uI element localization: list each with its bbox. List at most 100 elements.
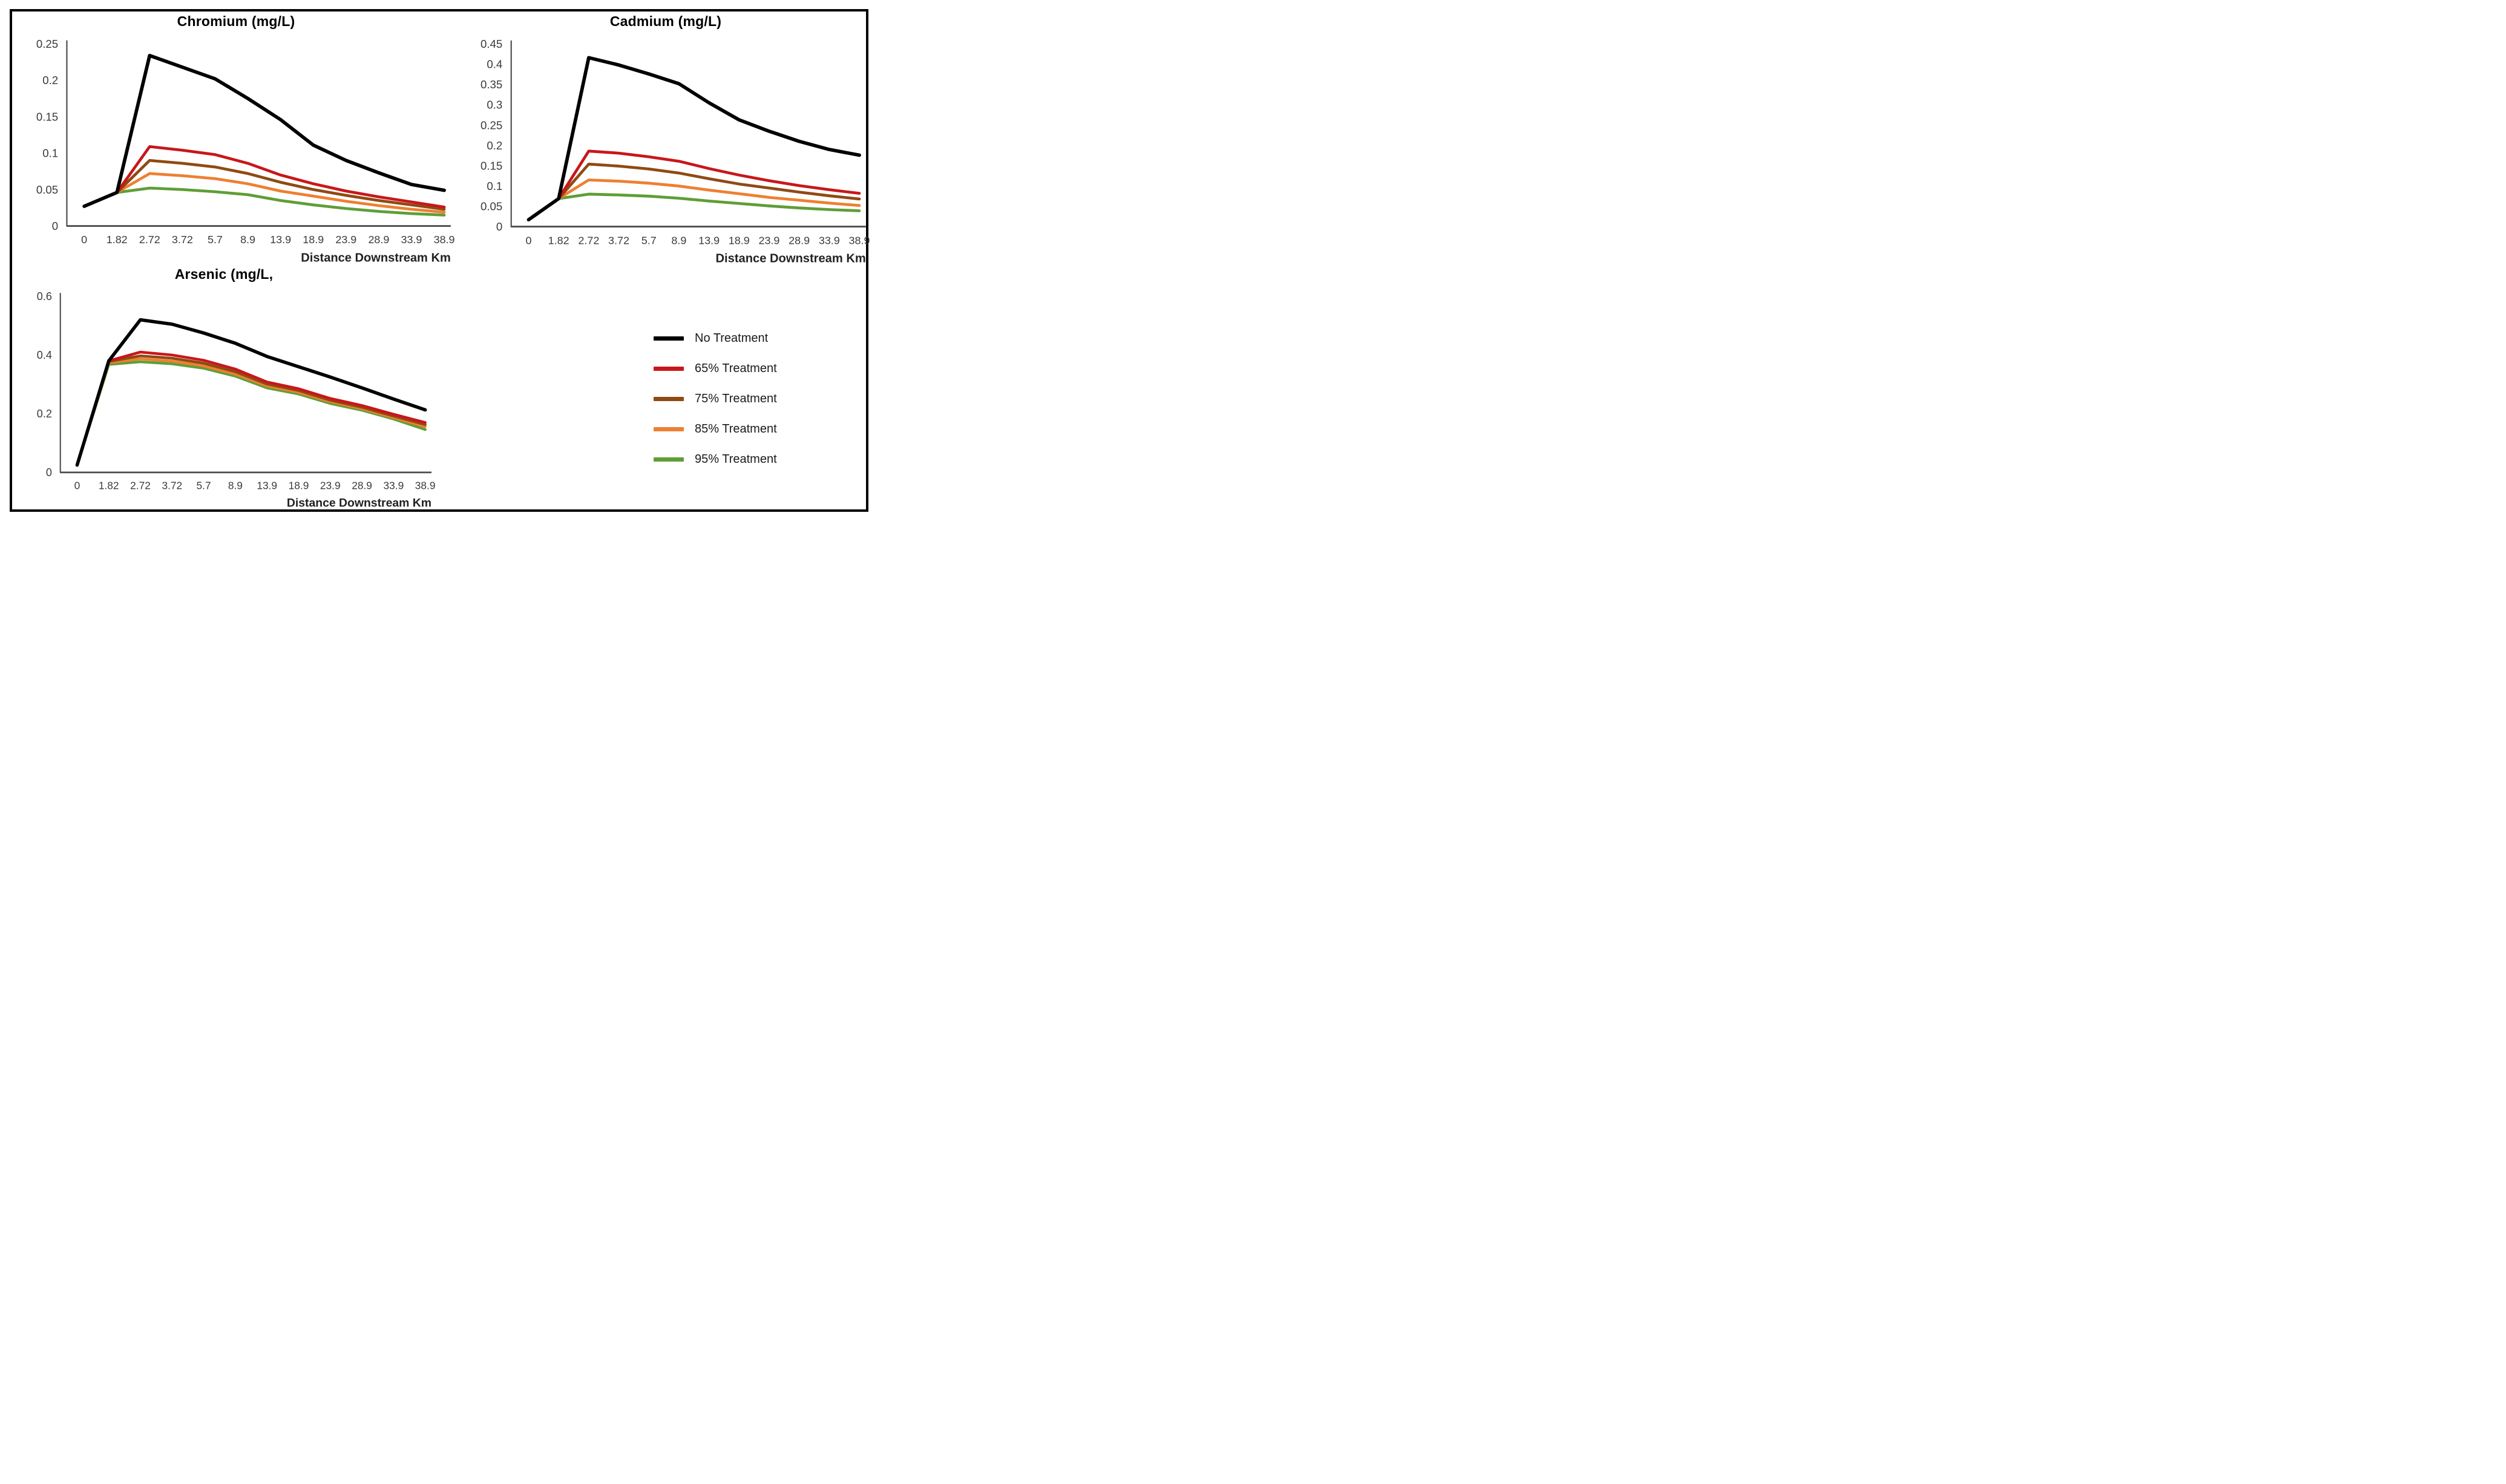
y-tick-label: 0.05 bbox=[481, 200, 502, 213]
x-tick-label: 5.7 bbox=[641, 234, 657, 246]
x-tick-label: 3.72 bbox=[162, 480, 182, 492]
x-tick-label: 0 bbox=[81, 234, 87, 246]
y-tick-label: 0.25 bbox=[36, 38, 58, 50]
series-line-75-treatment bbox=[527, 162, 861, 221]
x-tick-label: 18.9 bbox=[729, 234, 750, 246]
legend-label: 65% Treatment bbox=[695, 362, 777, 375]
legend: No Treatment 65% Treatment 75% Treatment… bbox=[654, 332, 777, 466]
series-line-65-treatment bbox=[527, 149, 861, 221]
y-tick-label: 0.3 bbox=[487, 99, 502, 111]
x-tick-label: 5.7 bbox=[208, 234, 223, 246]
x-tick-label: 23.9 bbox=[320, 480, 341, 492]
y-tick-label: 0 bbox=[496, 220, 502, 233]
series-line-no-treatment bbox=[82, 53, 446, 208]
x-tick-label: 5.7 bbox=[197, 480, 211, 492]
y-tick-label: 0.1 bbox=[487, 180, 502, 192]
arsenic-chart-title: Arsenic (mg/L, bbox=[174, 266, 274, 282]
x-axis-title: Distance Downstream Km bbox=[301, 251, 451, 264]
y-tick-label: 0.35 bbox=[481, 78, 502, 91]
y-tick-label: 0 bbox=[52, 220, 58, 232]
chromium-chart-title: Chromium (mg/L) bbox=[177, 13, 295, 29]
arsenic-chart: Arsenic (mg/L, 0 0.2 0.4 0.6 0 1.82 2.72 3.72 5.… bbox=[12, 266, 436, 510]
x-tick-label: 2.72 bbox=[578, 234, 599, 246]
legend-label: 85% Treatment bbox=[695, 422, 777, 436]
x-tick-label: 1.82 bbox=[548, 234, 569, 246]
figure-canvas: Chromium (mg/L) 0 0.05 0.1 0.15 0.2 0.25 0 1.82… bbox=[0, 0, 877, 519]
series-line-95-treatment bbox=[527, 192, 861, 221]
figure-border-frame bbox=[10, 9, 868, 512]
arsenic-plot: 0 0.2 0.4 0.6 0 1.82 2.72 3.72 5.7 8.9 13.9 18.9 23.… bbox=[37, 290, 436, 510]
x-tick-label: 13.9 bbox=[270, 234, 291, 246]
legend-item-95-treatment: 95% Treatment bbox=[654, 453, 777, 466]
x-tick-label: 1.82 bbox=[107, 234, 128, 246]
x-tick-label: 38.9 bbox=[415, 480, 436, 492]
x-tick-label: 1.82 bbox=[99, 480, 119, 492]
85-treatment-line-swatch bbox=[654, 427, 684, 431]
series-line-85-treatment bbox=[82, 172, 446, 214]
legend-item-85-treatment: 85% Treatment bbox=[654, 422, 777, 436]
y-tick-label: 0.4 bbox=[37, 349, 52, 361]
y-tick-label: 0.45 bbox=[481, 38, 502, 50]
legend-item-75-treatment: 75% Treatment bbox=[654, 392, 777, 406]
x-tick-label: 33.9 bbox=[384, 480, 404, 492]
y-tick-label: 0.05 bbox=[36, 183, 58, 196]
x-tick-label: 0 bbox=[525, 234, 531, 246]
y-tick-label: 0.6 bbox=[37, 290, 52, 302]
y-tick-label: 0.2 bbox=[42, 74, 58, 87]
x-tick-label: 13.9 bbox=[257, 480, 277, 492]
chromium-plot: 0 0.05 0.1 0.15 0.2 0.25 0 1.82 2.72 3.72 5.7 8.9 13… bbox=[36, 38, 455, 264]
series-line-65-treatment bbox=[76, 350, 427, 466]
x-tick-label: 38.9 bbox=[849, 234, 870, 246]
x-tick-label: 18.9 bbox=[303, 234, 324, 246]
x-tick-label: 8.9 bbox=[228, 480, 243, 492]
series-line-85-treatment bbox=[76, 357, 427, 466]
legend-label: 95% Treatment bbox=[695, 453, 777, 466]
series-line-95-treatment bbox=[82, 186, 446, 217]
y-tick-label: 0.2 bbox=[37, 408, 52, 420]
x-tick-label: 33.9 bbox=[819, 234, 840, 246]
series-line-65-treatment bbox=[82, 145, 446, 209]
x-tick-label: 2.72 bbox=[130, 480, 151, 492]
no-treatment-line-swatch bbox=[654, 336, 684, 341]
series-line-no-treatment bbox=[75, 318, 427, 467]
x-tick-label: 2.72 bbox=[139, 234, 160, 246]
y-tick-label: 0.15 bbox=[36, 110, 58, 123]
x-tick-label: 38.9 bbox=[434, 234, 455, 246]
y-tick-label: 0.1 bbox=[42, 147, 58, 160]
legend-label: No Treatment bbox=[695, 332, 769, 345]
x-tick-label: 8.9 bbox=[240, 234, 255, 246]
x-tick-label: 3.72 bbox=[608, 234, 629, 246]
series-line-95-treatment bbox=[76, 360, 427, 466]
x-axis-title: Distance Downstream Km bbox=[716, 252, 866, 266]
x-tick-label: 0 bbox=[74, 480, 80, 492]
x-tick-label: 3.72 bbox=[172, 234, 193, 246]
95-treatment-line-swatch bbox=[654, 457, 684, 462]
y-tick-label: 0.2 bbox=[487, 139, 502, 152]
series-line-85-treatment bbox=[527, 178, 861, 221]
y-tick-label: 0 bbox=[46, 466, 52, 479]
series-line-75-treatment bbox=[76, 355, 427, 466]
y-tick-label: 0.4 bbox=[487, 58, 502, 71]
chromium-chart: Chromium (mg/L) 0 0.05 0.1 0.15 0.2 0.25 0 1.82… bbox=[17, 13, 455, 265]
65-treatment-line-swatch bbox=[654, 367, 684, 371]
x-axis-title: Distance Downstream Km bbox=[287, 497, 431, 510]
y-tick-label: 0.15 bbox=[481, 159, 502, 172]
x-tick-label: 28.9 bbox=[352, 480, 372, 492]
x-tick-label: 18.9 bbox=[289, 480, 309, 492]
cadmium-chart: Cadmium (mg/L) 0 0.05 0.1 0.15 0.2 0.25 0.3 0.3… bbox=[461, 13, 870, 266]
cadmium-chart-title: Cadmium (mg/L) bbox=[609, 13, 722, 29]
series-line-75-treatment bbox=[82, 159, 446, 211]
x-tick-label: 8.9 bbox=[671, 234, 686, 246]
x-tick-label: 13.9 bbox=[698, 234, 720, 246]
series-line-no-treatment bbox=[526, 56, 861, 222]
x-tick-label: 23.9 bbox=[758, 234, 779, 246]
x-tick-label: 28.9 bbox=[789, 234, 810, 246]
legend-label: 75% Treatment bbox=[695, 392, 777, 405]
x-tick-label: 23.9 bbox=[335, 234, 356, 246]
x-tick-label: 28.9 bbox=[368, 234, 389, 246]
75-treatment-line-swatch bbox=[654, 397, 684, 401]
legend-item-65-treatment: 65% Treatment bbox=[654, 362, 777, 376]
y-tick-label: 0.25 bbox=[481, 119, 502, 131]
cadmium-plot: 0 0.05 0.1 0.15 0.2 0.25 0.3 0.35 0.4 0.45 0 1.82 2.… bbox=[481, 38, 870, 266]
legend-item-no-treatment: No Treatment bbox=[654, 332, 777, 345]
